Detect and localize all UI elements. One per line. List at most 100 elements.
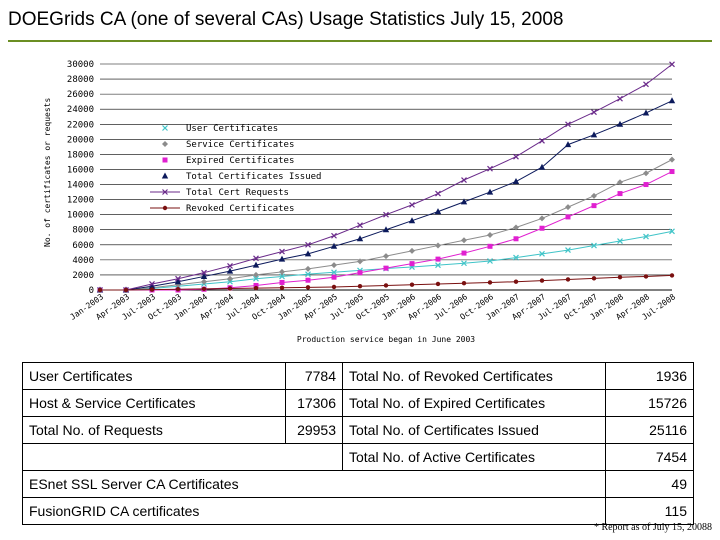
data-point-revoked-certificates xyxy=(565,277,571,282)
x-axis-label: Production service began in June 2003 xyxy=(297,335,475,344)
data-point-expired-certificates xyxy=(513,236,519,242)
data-point-user-certificates xyxy=(669,228,675,235)
statistics-table: User Certificates 7784 Total No. of Revo… xyxy=(22,362,694,525)
title-divider xyxy=(8,40,712,42)
data-point-total-certificates-issued xyxy=(356,235,364,242)
y-tick-label: 2000 xyxy=(72,271,94,281)
data-point-expired-certificates xyxy=(643,182,649,188)
data-point-service-certificates xyxy=(227,275,233,282)
y-axis-label: No. of certificates or requests xyxy=(43,98,52,247)
data-point-expired-certificates xyxy=(331,274,337,280)
legend-label-revoked-certificates: Revoked Certificates xyxy=(186,204,294,214)
data-point-expired-certificates xyxy=(435,256,441,262)
data-point-service-certificates xyxy=(565,204,571,211)
data-point-total-cert-requests xyxy=(643,81,649,88)
active-label: Total No. of Active Certificates xyxy=(342,443,606,471)
data-point-total-cert-requests xyxy=(175,275,181,282)
data-point-total-certificates-issued xyxy=(434,208,442,215)
y-tick-label: 26000 xyxy=(67,90,94,100)
report-date-footnote: * Report as of July 15, 20088 xyxy=(593,522,712,533)
data-point-total-cert-requests xyxy=(487,165,493,172)
data-point-user-certificates xyxy=(435,262,441,269)
data-point-total-cert-requests xyxy=(591,109,597,116)
y-tick-label: 28000 xyxy=(67,75,94,85)
data-point-total-certificates-issued xyxy=(148,282,156,289)
data-point-total-cert-requests xyxy=(435,190,441,197)
data-point-expired-certificates xyxy=(591,203,597,209)
data-point-total-certificates-issued xyxy=(382,226,390,233)
data-point-service-certificates xyxy=(409,247,415,254)
data-point-revoked-certificates xyxy=(97,287,103,293)
data-point-user-certificates xyxy=(565,247,571,253)
data-point-revoked-certificates xyxy=(305,285,311,290)
data-point-total-cert-requests xyxy=(669,61,675,68)
legend-label-total-cert-requests: Total Cert Requests xyxy=(186,188,289,198)
data-point-revoked-certificates xyxy=(149,287,155,292)
data-point-revoked-certificates xyxy=(123,287,129,293)
data-point-user-certificates xyxy=(643,233,649,240)
series-line-user-certificates xyxy=(100,230,673,291)
data-point-revoked-certificates xyxy=(227,286,233,291)
data-point-service-certificates xyxy=(331,262,337,269)
data-point-total-cert-requests xyxy=(149,281,155,287)
y-tick-label: 4000 xyxy=(72,256,94,266)
data-point-total-certificates-issued xyxy=(616,120,624,127)
data-point-total-certificates-issued xyxy=(486,188,494,195)
data-point-user-certificates xyxy=(227,278,233,285)
data-point-expired-certificates xyxy=(669,169,675,175)
data-point-total-cert-requests xyxy=(461,177,467,183)
data-point-total-cert-requests xyxy=(201,269,207,276)
table-row: ESnet SSL Server CA Certificates 49 xyxy=(22,470,694,498)
data-point-service-certificates xyxy=(513,224,519,231)
data-point-expired-certificates xyxy=(279,279,285,285)
data-point-revoked-certificates xyxy=(669,273,675,278)
data-point-total-certificates-issued xyxy=(590,131,598,138)
data-point-revoked-certificates xyxy=(409,282,415,287)
data-point-total-certificates-issued xyxy=(564,141,572,148)
y-tick-label: 16000 xyxy=(67,165,94,175)
y-tick-label: 14000 xyxy=(67,181,94,191)
legend-marker-expired-certificates xyxy=(162,157,168,163)
user-certificates-label: User Certificates xyxy=(22,362,286,390)
table-row: Total No. of Requests 29953 Total No. of… xyxy=(22,416,694,444)
data-point-expired-certificates xyxy=(487,243,493,249)
data-point-revoked-certificates xyxy=(279,285,285,290)
data-point-revoked-certificates xyxy=(435,281,441,287)
data-point-user-certificates xyxy=(253,275,259,282)
data-point-total-cert-requests xyxy=(383,211,389,218)
table-row: User Certificates 7784 Total No. of Revo… xyxy=(22,362,694,390)
data-point-total-cert-requests xyxy=(279,248,285,255)
data-point-service-certificates xyxy=(487,232,493,239)
y-tick-label: 30000 xyxy=(67,60,94,70)
data-point-service-certificates xyxy=(669,156,675,163)
expired-label: Total No. of Expired Certificates xyxy=(342,389,606,417)
data-point-service-certificates xyxy=(461,237,467,244)
data-point-service-certificates xyxy=(201,278,207,285)
data-point-revoked-certificates xyxy=(201,286,207,292)
y-tick-label: 24000 xyxy=(67,105,94,115)
data-point-user-certificates xyxy=(591,242,597,249)
host-service-label: Host & Service Certificates xyxy=(22,389,286,417)
legend-label-total-certificates-issued: Total Certificates Issued xyxy=(186,172,321,182)
data-point-service-certificates xyxy=(643,170,649,177)
legend-label-user-certificates: User Certificates xyxy=(186,124,278,134)
host-service-value: 17306 xyxy=(285,389,343,417)
y-tick-label: 6000 xyxy=(72,241,94,251)
data-point-service-certificates xyxy=(305,265,311,272)
data-point-expired-certificates xyxy=(617,191,623,197)
data-point-expired-certificates xyxy=(565,214,571,220)
legend-marker-total-certificates-issued xyxy=(161,172,169,179)
data-point-user-certificates xyxy=(539,250,545,257)
data-point-revoked-certificates xyxy=(513,279,519,284)
data-point-total-certificates-issued xyxy=(226,267,234,274)
data-point-service-certificates xyxy=(253,271,259,278)
data-point-total-certificates-issued xyxy=(512,178,520,185)
legend-label-service-certificates: Service Certificates xyxy=(186,140,294,150)
data-point-total-certificates-issued xyxy=(304,250,312,257)
data-point-total-cert-requests xyxy=(539,137,545,144)
data-point-service-certificates xyxy=(539,215,545,222)
y-tick-label: 0 xyxy=(89,286,94,296)
data-point-total-cert-requests xyxy=(565,121,571,128)
table-row: Total No. of Active Certificates 7454 xyxy=(22,443,694,471)
data-point-total-certificates-issued xyxy=(330,242,338,249)
